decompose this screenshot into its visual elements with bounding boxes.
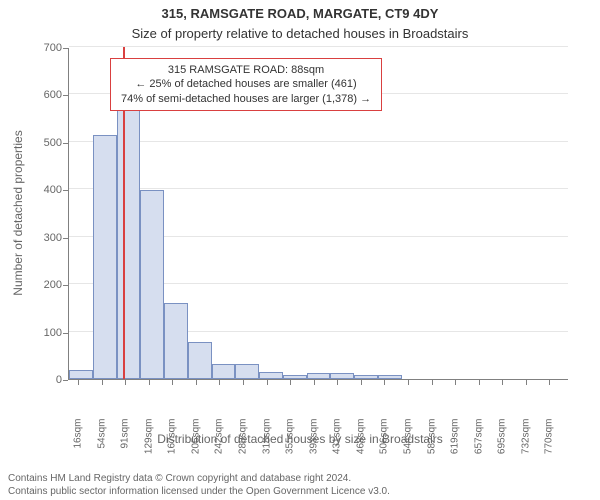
y-tick-label: 700 xyxy=(28,42,62,54)
y-tick-label: 200 xyxy=(28,279,62,291)
footer-line-2: Contains public sector information licen… xyxy=(8,486,390,499)
histogram-bar xyxy=(283,375,307,379)
histogram-bar xyxy=(354,375,378,379)
x-tick-mark xyxy=(432,380,433,385)
y-tick-mark xyxy=(63,190,68,191)
x-tick-mark xyxy=(125,380,126,385)
y-tick-mark xyxy=(63,380,68,381)
x-tick-mark xyxy=(219,380,220,385)
annotation-line-1: 315 RAMSGATE ROAD: 88sqm xyxy=(121,63,371,77)
annotation-line-3: 74% of semi-detached houses are larger (… xyxy=(121,92,371,106)
x-tick-mark xyxy=(526,380,527,385)
x-tick-mark xyxy=(172,380,173,385)
histogram-bar xyxy=(164,303,188,379)
x-tick-mark xyxy=(361,380,362,385)
page-title: 315, RAMSGATE ROAD, MARGATE, CT9 4DY xyxy=(0,6,600,21)
y-tick-mark xyxy=(63,285,68,286)
x-tick-mark xyxy=(196,380,197,385)
y-tick-label: 500 xyxy=(28,137,62,149)
y-tick-mark xyxy=(63,238,68,239)
x-tick-mark xyxy=(479,380,480,385)
y-gridline xyxy=(69,188,568,189)
x-tick-mark xyxy=(337,380,338,385)
histogram-bar xyxy=(259,372,283,379)
x-tick-mark xyxy=(408,380,409,385)
y-tick-label: 300 xyxy=(28,232,62,244)
y-gridline xyxy=(69,46,568,47)
y-tick-mark xyxy=(63,48,68,49)
x-tick-mark xyxy=(267,380,268,385)
histogram-bar xyxy=(378,375,402,379)
histogram-bar xyxy=(307,373,331,379)
footer-attribution: Contains HM Land Registry data © Crown c… xyxy=(8,473,390,498)
x-tick-mark xyxy=(455,380,456,385)
histogram-bar xyxy=(93,135,117,379)
y-tick-label: 400 xyxy=(28,184,62,196)
x-tick-mark xyxy=(314,380,315,385)
annotation-box: 315 RAMSGATE ROAD: 88sqm ← 25% of detach… xyxy=(110,58,382,111)
x-tick-mark xyxy=(502,380,503,385)
x-tick-mark xyxy=(149,380,150,385)
y-tick-mark xyxy=(63,143,68,144)
x-tick-mark xyxy=(78,380,79,385)
x-tick-mark xyxy=(102,380,103,385)
x-tick-mark xyxy=(384,380,385,385)
y-tick-label: 0 xyxy=(28,374,62,386)
histogram-bar xyxy=(212,364,236,379)
x-axis-title: Distribution of detached houses by size … xyxy=(0,432,600,446)
annotation-line-2: ← 25% of detached houses are smaller (46… xyxy=(121,77,371,91)
page-subtitle: Size of property relative to detached ho… xyxy=(0,26,600,41)
footer-line-1: Contains HM Land Registry data © Crown c… xyxy=(8,473,390,486)
histogram-bar xyxy=(140,190,164,379)
x-tick-mark xyxy=(243,380,244,385)
histogram-bar xyxy=(69,370,93,379)
histogram-bar xyxy=(117,103,141,380)
y-tick-mark xyxy=(63,95,68,96)
y-tick-mark xyxy=(63,333,68,334)
histogram-bar xyxy=(235,364,259,379)
y-tick-label: 600 xyxy=(28,89,62,101)
y-tick-label: 100 xyxy=(28,327,62,339)
x-tick-mark xyxy=(549,380,550,385)
y-gridline xyxy=(69,141,568,142)
x-tick-mark xyxy=(290,380,291,385)
histogram-bar xyxy=(330,373,354,379)
histogram-bar xyxy=(188,342,212,379)
y-axis-title: Number of detached properties xyxy=(11,47,25,379)
